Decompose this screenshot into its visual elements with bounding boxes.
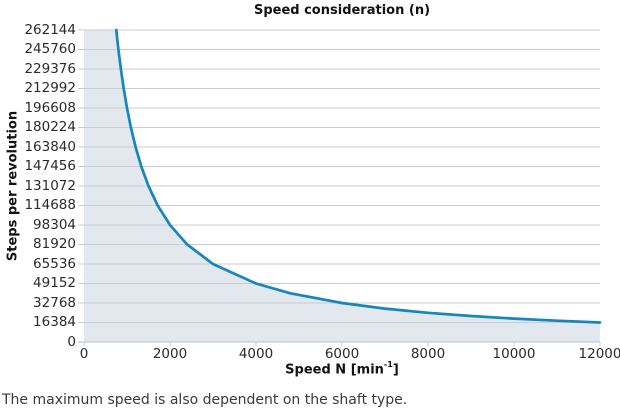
y-tick-label: 212992 bbox=[24, 80, 76, 96]
y-tick-label: 81920 bbox=[33, 236, 76, 252]
y-tick-label: 0 bbox=[67, 333, 76, 350]
y-tick-label: 65536 bbox=[33, 255, 76, 272]
x-axis-title: Speed N [min-1] bbox=[84, 360, 600, 378]
caption-text: The maximum speed is also dependent on t… bbox=[2, 392, 408, 408]
x-tick-label: 10000 bbox=[492, 346, 536, 362]
plot-area bbox=[78, 28, 602, 346]
y-tick-label: 16384 bbox=[33, 314, 76, 330]
chart-title: Speed consideration (n) bbox=[253, 3, 431, 18]
x-tick-label: 4000 bbox=[238, 346, 274, 362]
y-tick-label: 245760 bbox=[24, 41, 76, 57]
y-tick-label: 49152 bbox=[33, 275, 76, 291]
x-tick-label: 2000 bbox=[152, 346, 188, 362]
x-axis-title-text: Speed N [min bbox=[285, 362, 384, 378]
x-tick-label: 6000 bbox=[324, 346, 360, 362]
x-axis-title-bracket: ] bbox=[392, 362, 399, 378]
y-tick-label: 229376 bbox=[24, 60, 76, 77]
curve-line bbox=[114, 28, 602, 324]
y-tick-label: 147456 bbox=[24, 158, 76, 174]
x-axis-title-superscript: -1 bbox=[383, 360, 393, 370]
y-tick-label: 196608 bbox=[24, 99, 76, 116]
x-tick-label: 12000 bbox=[578, 346, 620, 362]
y-tick-label: 114688 bbox=[24, 197, 76, 213]
y-tick-label: 98304 bbox=[33, 216, 76, 233]
x-tick-label: 0 bbox=[79, 346, 89, 362]
y-tick-label: 163840 bbox=[24, 138, 76, 155]
y-tick-label: 32768 bbox=[33, 294, 76, 311]
speed-consideration-chart: Speed consideration (n) Steps per revolu… bbox=[6, 3, 620, 378]
y-tick-label: 262144 bbox=[24, 21, 76, 38]
x-tick-label: 8000 bbox=[410, 346, 446, 362]
y-tick-label: 180224 bbox=[24, 119, 76, 135]
y-tick-label: 131072 bbox=[24, 177, 76, 194]
